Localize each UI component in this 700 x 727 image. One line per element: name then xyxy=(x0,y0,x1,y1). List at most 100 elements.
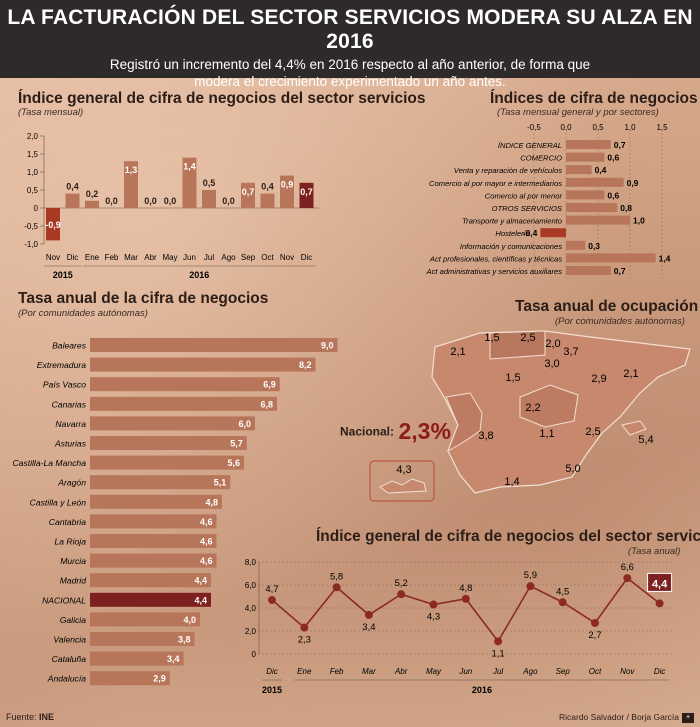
x-tick-label: Oct xyxy=(589,667,602,676)
bar-value-label: 0,5 xyxy=(203,178,216,188)
bar-value-label: 6,9 xyxy=(263,380,276,390)
point-value-label: 3,4 xyxy=(362,622,375,633)
region-value: 2,5 xyxy=(585,426,600,438)
map-title: Tasa anual de ocupación xyxy=(515,298,699,315)
x-tick-label: Jun xyxy=(183,253,196,262)
y-tick-label: 0,5 xyxy=(27,186,39,195)
category-label: Act profesionales, científicas y técnica… xyxy=(429,254,562,263)
bar xyxy=(90,612,200,627)
bar xyxy=(202,190,216,208)
bar-value-label: 4,0 xyxy=(183,615,196,625)
x-tick-label: Abr xyxy=(144,253,157,262)
region-value: 5,4 xyxy=(638,434,653,446)
bar-value-label: 3,8 xyxy=(178,635,191,645)
bar-value-label: 0,6 xyxy=(607,190,619,200)
year-label: 2015 xyxy=(262,685,282,695)
bar xyxy=(46,208,60,241)
x-tick-label: Ago xyxy=(221,253,236,262)
category-label: Murcia xyxy=(60,556,86,566)
category-label: Navarra xyxy=(55,419,86,429)
region-value: 1,1 xyxy=(539,428,554,440)
bar xyxy=(566,203,618,212)
point-value-label: 4,4 xyxy=(652,578,668,590)
category-label: Act administrativas y servicios auxiliar… xyxy=(426,267,563,276)
category-label: Baleares xyxy=(52,341,87,351)
point-value-label: 5,2 xyxy=(395,578,408,589)
bar-value-label: 0,7 xyxy=(300,187,313,197)
credit: Ricardo Salvador / Borja García + xyxy=(559,712,694,723)
bar xyxy=(566,177,624,187)
region-value: 1,4 xyxy=(504,476,519,488)
category-label: OTROS SERVICIOS xyxy=(492,204,562,213)
region-value: 2,1 xyxy=(623,368,638,380)
bar-value-label: 0,4 xyxy=(261,182,274,192)
data-point xyxy=(429,600,438,609)
bar xyxy=(90,651,184,666)
category-label: Valencia xyxy=(53,635,86,645)
bar-value-label: -0,4 xyxy=(523,228,538,238)
annual-line-chart: 8,0 6,0 4,0 2,0 0 4,7 Dic 2,3 Ene 5,8 Feb 3,4 Mar 5,2… xyxy=(245,558,674,695)
y-tick-label: -1,0 xyxy=(24,240,38,249)
bar xyxy=(90,632,195,646)
annual-chart-subtitle: (Tasa anual) xyxy=(628,546,681,557)
x-tick-label: Sep xyxy=(241,253,256,262)
bar-value-label: 5,1 xyxy=(214,478,227,488)
x-tick-label: 1,5 xyxy=(656,123,668,132)
category-label: Castilla y León xyxy=(30,497,87,507)
bar-value-label: 9,0 xyxy=(321,341,334,351)
annual-chart-title: Índice general de cifra de negocios del … xyxy=(316,528,700,545)
x-tick-label: 1,0 xyxy=(624,123,636,132)
bar xyxy=(90,534,217,548)
data-point xyxy=(364,610,373,619)
bar-value-label: 6,8 xyxy=(260,399,273,409)
bar-value-label: 0,6 xyxy=(607,153,619,163)
bar xyxy=(90,396,277,411)
bar-value-label: 1,3 xyxy=(125,165,138,175)
bar-value-label: 0,2 xyxy=(86,189,99,199)
canarias-inset xyxy=(369,460,435,502)
subtitle-line-2: modera el crecimiento experimentado un a… xyxy=(194,74,506,89)
data-point xyxy=(558,598,567,607)
y-tick-label: 8,0 xyxy=(245,558,257,567)
region-value: 3,0 xyxy=(544,358,559,370)
y-tick-label: 0 xyxy=(252,650,257,659)
point-value-label: 5,9 xyxy=(524,570,537,581)
year-label: 2016 xyxy=(472,685,492,695)
bar-value-label: 0,9 xyxy=(281,180,294,190)
national-employment: Nacional: 2,3% xyxy=(340,418,451,445)
bar-value-label: 1,4 xyxy=(659,253,671,263)
category-label: ÍNDICE GENERAL xyxy=(498,141,562,150)
y-tick-label: -0,5 xyxy=(24,222,38,231)
y-tick-label: 4,0 xyxy=(245,604,257,613)
x-tick-label: Nov xyxy=(280,253,294,262)
national-label: Nacional: xyxy=(340,424,395,439)
highlight-box xyxy=(647,572,673,592)
bar xyxy=(566,152,605,162)
bar xyxy=(241,182,255,208)
bar-value-label: 3,4 xyxy=(167,654,180,664)
bar-value-label: 4,4 xyxy=(194,576,207,586)
data-point xyxy=(494,637,503,646)
x-tick-label: Nov xyxy=(620,667,635,676)
bar-value-label: 0,0 xyxy=(222,196,235,206)
bar xyxy=(90,416,255,431)
bar xyxy=(124,161,138,208)
x-tick-label: Feb xyxy=(330,667,344,676)
credit-text: Ricardo Salvador / Borja García xyxy=(559,712,679,722)
region-value: 2,2 xyxy=(525,402,540,414)
category-label: Información y comunicaciones xyxy=(460,242,562,251)
regions-chart-title: Tasa anual de la cifra de negocios xyxy=(18,290,269,307)
category-label: Galicia xyxy=(60,615,86,625)
sector-chart-title: Índices de cifra de negocios xyxy=(490,90,698,107)
bar xyxy=(90,671,170,686)
regions-bar-chart: 9,0 Baleares 8,2 Extremadura 6,9 País Vasco 6,… xyxy=(12,338,338,686)
data-point xyxy=(300,623,309,632)
data-point xyxy=(591,618,599,627)
x-tick-label: Abr xyxy=(394,667,408,676)
page-title: LA FACTURACIÓN DEL SECTOR SERVICIOS MODE… xyxy=(7,6,693,53)
region-extremadura xyxy=(445,392,483,453)
category-label: País Vasco xyxy=(43,380,86,390)
bar-value-label: 6,0 xyxy=(238,419,251,429)
point-value-label: 5,8 xyxy=(330,571,343,582)
region-value: 5,0 xyxy=(565,463,580,475)
